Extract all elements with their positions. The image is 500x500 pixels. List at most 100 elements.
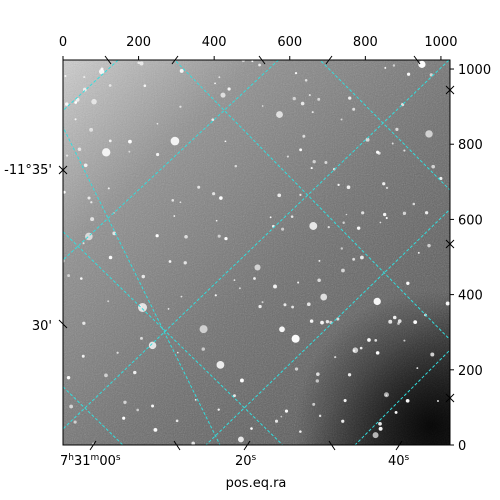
star — [87, 196, 91, 200]
grid-line — [319, 60, 450, 191]
star — [156, 122, 159, 125]
star — [179, 201, 182, 204]
star — [403, 339, 406, 342]
star — [122, 416, 126, 420]
star — [309, 319, 314, 323]
star — [281, 227, 285, 231]
star — [385, 186, 389, 190]
grid-line — [63, 231, 284, 445]
star — [269, 216, 272, 219]
star — [258, 304, 262, 309]
right-tick-label: 800 — [458, 138, 483, 153]
star — [375, 351, 380, 355]
star — [403, 149, 406, 152]
top-tick-label: 800 — [353, 35, 378, 50]
star — [66, 375, 71, 380]
star — [153, 427, 158, 432]
star — [345, 213, 348, 216]
star — [402, 211, 407, 216]
star — [197, 185, 201, 189]
star — [283, 303, 287, 307]
star — [227, 87, 231, 91]
star — [102, 148, 111, 157]
star — [180, 295, 183, 298]
star — [191, 441, 195, 445]
star — [83, 76, 86, 79]
ra-tick-mark-0 — [89, 440, 97, 451]
star — [219, 196, 223, 200]
star — [412, 202, 416, 206]
star — [91, 98, 97, 105]
star — [343, 398, 347, 403]
star — [276, 111, 283, 118]
star — [81, 354, 85, 358]
star — [427, 243, 431, 248]
star — [253, 277, 256, 280]
star — [439, 176, 443, 181]
star — [240, 378, 244, 383]
star — [300, 101, 305, 106]
star — [151, 404, 155, 408]
star — [352, 257, 356, 261]
star — [175, 419, 179, 423]
star — [173, 215, 176, 217]
ra-tick-mark-2 — [395, 440, 403, 451]
star — [141, 274, 146, 279]
star — [234, 164, 238, 168]
star — [67, 274, 71, 278]
star — [179, 105, 182, 108]
right-tick-label: 200 — [458, 364, 483, 379]
star — [79, 277, 83, 280]
star — [352, 107, 356, 111]
star — [199, 325, 208, 334]
star — [356, 226, 361, 230]
star — [107, 300, 110, 303]
star — [143, 84, 147, 88]
star — [238, 287, 241, 290]
star — [342, 221, 345, 224]
sky-image — [63, 60, 450, 445]
star — [108, 84, 112, 87]
star — [413, 320, 418, 325]
top-tick-label: 600 — [277, 35, 302, 50]
top-tick-label: 1000 — [424, 35, 457, 50]
star — [128, 150, 131, 153]
plot-frame — [62, 59, 451, 446]
star — [83, 163, 88, 168]
star — [379, 221, 382, 224]
star — [340, 118, 343, 121]
right-tick-label: 1000 — [458, 63, 491, 78]
star — [90, 217, 95, 222]
star — [217, 234, 221, 238]
star — [302, 134, 306, 138]
star — [148, 341, 157, 350]
star — [392, 315, 397, 320]
star — [170, 136, 180, 146]
star — [382, 182, 386, 186]
star — [74, 101, 78, 104]
star — [361, 211, 365, 215]
star — [359, 346, 363, 350]
star — [384, 66, 387, 69]
star — [179, 68, 184, 73]
star — [90, 201, 93, 204]
x-axis-title: pos.eq.ra — [226, 476, 287, 491]
star-field — [63, 60, 450, 445]
top-tick-label: 0 — [59, 35, 67, 50]
star — [123, 400, 127, 405]
star — [140, 336, 143, 340]
star — [258, 63, 261, 67]
star — [317, 97, 321, 101]
star — [280, 415, 283, 418]
star — [104, 373, 108, 378]
star — [274, 419, 279, 423]
dec-tick-label-0: -11°35' — [4, 163, 52, 178]
star — [108, 255, 113, 260]
star — [215, 219, 218, 222]
star — [292, 96, 296, 101]
star — [385, 394, 388, 397]
star — [82, 321, 86, 325]
dec-tick-mark-1 — [58, 319, 68, 329]
star — [395, 127, 399, 131]
star — [445, 301, 450, 306]
